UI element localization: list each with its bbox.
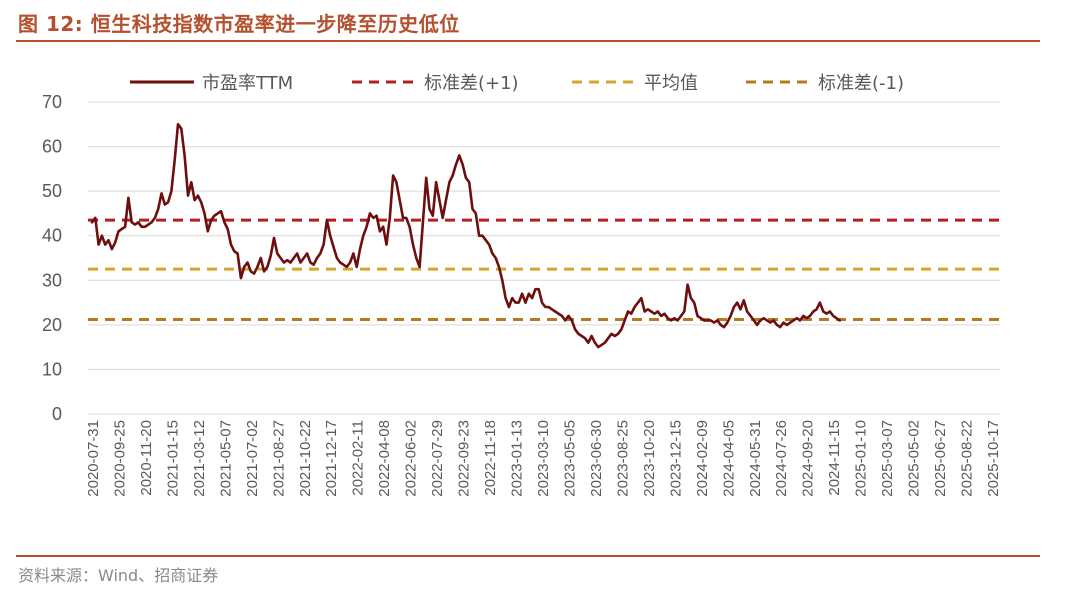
x-tick-label: 2021-12-17 [323,420,340,497]
x-tick-label: 2025-06-27 [932,420,949,497]
y-tick-label: 20 [42,315,62,335]
x-tick-label: 2024-05-31 [747,420,764,497]
x-tick-label: 2020-07-31 [85,420,102,497]
footer-rule [16,555,1040,557]
x-tick-label: 2024-07-26 [773,420,790,497]
x-tick-label: 2025-01-10 [853,420,870,497]
x-tick-label: 2022-11-18 [482,420,499,496]
x-tick-label: 2023-06-30 [588,420,605,497]
x-tick-label: 2023-05-05 [561,420,578,497]
x-tick-label: 2021-10-22 [297,420,314,497]
x-tick-label: 2024-02-09 [694,420,711,497]
x-tick-label: 2021-05-07 [217,420,234,497]
x-tick-label: 2025-08-22 [959,420,976,497]
x-tick-label: 2025-03-07 [879,420,896,497]
y-tick-label: 40 [42,226,62,246]
y-tick-label: 50 [42,181,62,201]
x-tick-label: 2021-03-12 [191,420,208,497]
y-tick-label: 70 [42,92,62,112]
x-tick-label: 2022-07-29 [429,420,446,497]
x-tick-label: 2023-12-15 [667,420,684,497]
x-tick-label: 2025-10-17 [985,420,1002,497]
legend-label: 市盈率TTM [202,73,293,94]
x-tick-label: 2025-05-02 [906,420,923,497]
figure-title: 图 12: 恒生科技指数市盈率进一步降至历史低位 [18,12,460,36]
x-tick-label: 2021-07-02 [244,420,261,497]
x-tick-label: 2024-11-15 [826,420,843,496]
x-tick-label: 2023-01-13 [509,420,526,497]
x-tick-label: 2022-09-23 [456,420,473,497]
legend-label: 平均值 [644,73,698,94]
legend-label: 标准差(+1) [424,73,519,94]
pe-series-line [90,123,842,349]
x-tick-label: 2022-02-11 [350,420,367,496]
x-tick-label: 2023-10-20 [641,420,658,497]
y-tick-label: 10 [42,359,62,379]
x-tick-label: 2022-04-08 [376,420,393,497]
x-tick-label: 2023-03-10 [535,420,552,497]
y-tick-label: 30 [42,270,62,290]
source-note: 资料来源：Wind、招商证券 [18,566,219,585]
x-tick-label: 2021-08-27 [270,420,287,497]
x-tick-label: 2022-06-02 [403,420,420,497]
x-tick-label: 2024-04-05 [720,420,737,497]
x-tick-label: 2023-08-25 [614,420,631,497]
x-tick-label: 2020-11-20 [138,420,155,496]
x-tick-label: 2021-01-15 [164,420,181,497]
legend-label: 标准差(-1) [818,73,904,94]
y-tick-label: 60 [42,137,62,157]
y-tick-label: 0 [52,404,62,424]
x-tick-label: 2024-09-20 [800,420,817,497]
title-rule [16,40,1040,42]
x-tick-label: 2020-09-25 [111,420,128,497]
